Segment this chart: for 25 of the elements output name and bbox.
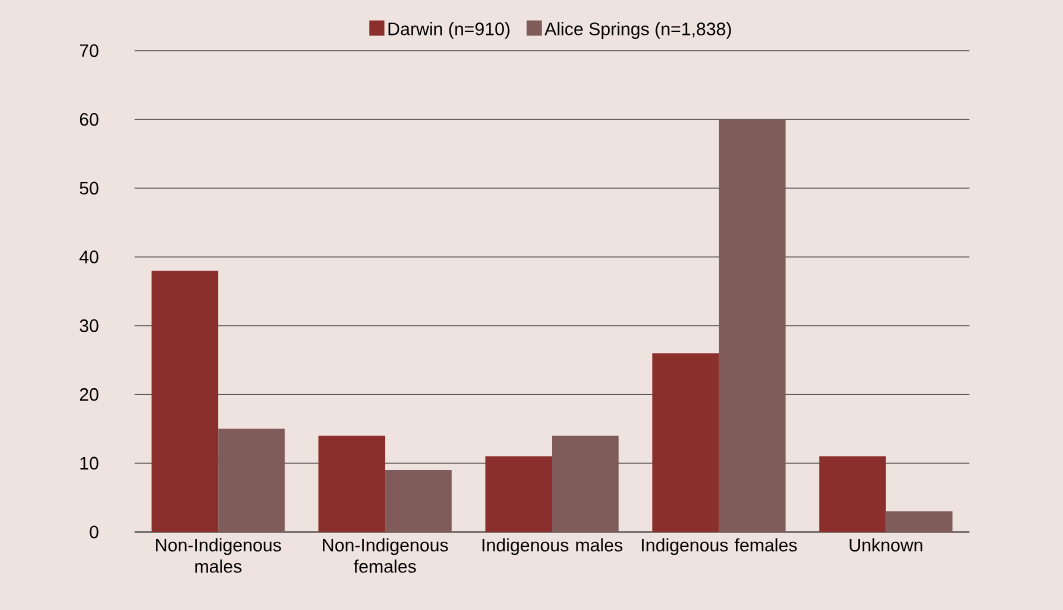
bar — [819, 456, 886, 532]
bar — [652, 353, 719, 532]
x-tick-label: Non-Indigenous males — [156, 538, 281, 573]
bar — [151, 270, 219, 532]
y-tick-label: 30 — [79, 319, 99, 333]
y-tick-label: 40 — [79, 250, 99, 264]
x-tick-label: Indigenous males — [482, 538, 623, 556]
y-tick-label: 10 — [80, 456, 99, 470]
bar — [218, 428, 285, 532]
bar — [885, 511, 953, 532]
y-tick-label: 0 — [89, 525, 99, 539]
bar — [718, 119, 786, 532]
y-tick-label: 20 — [79, 388, 99, 401]
x-tick-label: Non-Indigenous females — [323, 538, 448, 573]
y-tick-label: 70 — [79, 44, 99, 58]
bar — [485, 456, 553, 532]
x-tick-label: Unknown — [849, 538, 923, 552]
y-tick-label: 50 — [79, 181, 99, 195]
bar — [385, 470, 452, 532]
legend-label: Darwin (n=910) — [388, 22, 510, 39]
x-tick-label: Indigenous females — [642, 538, 797, 556]
legend-label: Alice Springs (n=1,838) — [544, 22, 731, 39]
bar — [318, 435, 386, 532]
y-tick-label: 60 — [79, 113, 99, 126]
bar — [552, 435, 619, 532]
